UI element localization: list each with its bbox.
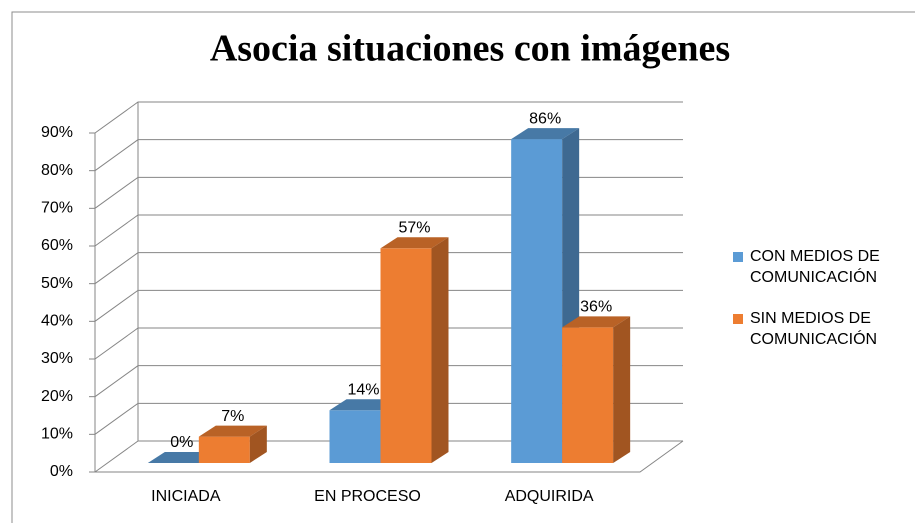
- floor-edge: [95, 440, 684, 473]
- y-tick-label: 50%: [41, 275, 73, 292]
- chart-title: Asocia situaciones con imágenes: [210, 28, 730, 70]
- y-tick-label: 0%: [50, 463, 73, 480]
- legend-swatch: [733, 314, 743, 324]
- bar-top: [380, 237, 449, 249]
- data-label: 57%: [398, 220, 430, 237]
- grid-line: [94, 139, 683, 172]
- y-tick-label: 90%: [41, 124, 73, 141]
- grid-line: [94, 176, 683, 209]
- grid-line: [94, 440, 683, 473]
- y-tick-label: 10%: [41, 426, 73, 443]
- bar-side: [613, 316, 631, 463]
- grid-line: [94, 327, 683, 360]
- chart-border: [11, 11, 915, 523]
- grid-line: [94, 289, 683, 322]
- x-tick-label: ADQUIRIDA: [505, 488, 594, 505]
- x-tick-label: EN PROCESO: [314, 488, 421, 505]
- bar-front: [329, 410, 381, 463]
- bar-side: [249, 425, 267, 463]
- legend-label: SIN MEDIOS DE COMUNICACIÓN: [750, 310, 878, 348]
- data-label: 0%: [170, 434, 193, 451]
- legend-item: CON MEDIOS DE COMUNICACIÓN: [733, 246, 903, 288]
- y-tick-label: 60%: [41, 237, 73, 254]
- y-tick-label: 40%: [41, 313, 73, 330]
- grid-line: [94, 252, 683, 285]
- data-label: 7%: [221, 408, 244, 425]
- bar-top: [511, 128, 580, 140]
- bar-front: [380, 248, 432, 463]
- y-tick-label: 30%: [41, 350, 73, 367]
- legend-item: SIN MEDIOS DE COMUNICACIÓN: [733, 308, 903, 350]
- legend-label: CON MEDIOS DE COMUNICACIÓN: [750, 248, 880, 286]
- bar-top: [198, 425, 267, 437]
- grid-line: [94, 101, 683, 134]
- grid-line: [94, 214, 683, 247]
- bar-front: [562, 327, 614, 463]
- data-label: 14%: [347, 381, 379, 398]
- bar-top: [562, 316, 631, 328]
- bar-side: [431, 237, 449, 463]
- x-tick-label: INICIADA: [151, 488, 221, 505]
- legend: CON MEDIOS DE COMUNICACIÓN SIN MEDIOS DE …: [733, 246, 903, 370]
- bar-front: [511, 139, 563, 464]
- bar-front: [198, 436, 250, 463]
- legend-swatch: [733, 252, 743, 262]
- y-tick-label: 20%: [41, 388, 73, 405]
- y-tick-label: 70%: [41, 200, 73, 217]
- grid-line: [94, 402, 683, 435]
- y-tick-label: 80%: [41, 162, 73, 179]
- data-label: 36%: [580, 299, 612, 316]
- data-label: 86%: [529, 110, 561, 127]
- grid-line: [94, 365, 683, 398]
